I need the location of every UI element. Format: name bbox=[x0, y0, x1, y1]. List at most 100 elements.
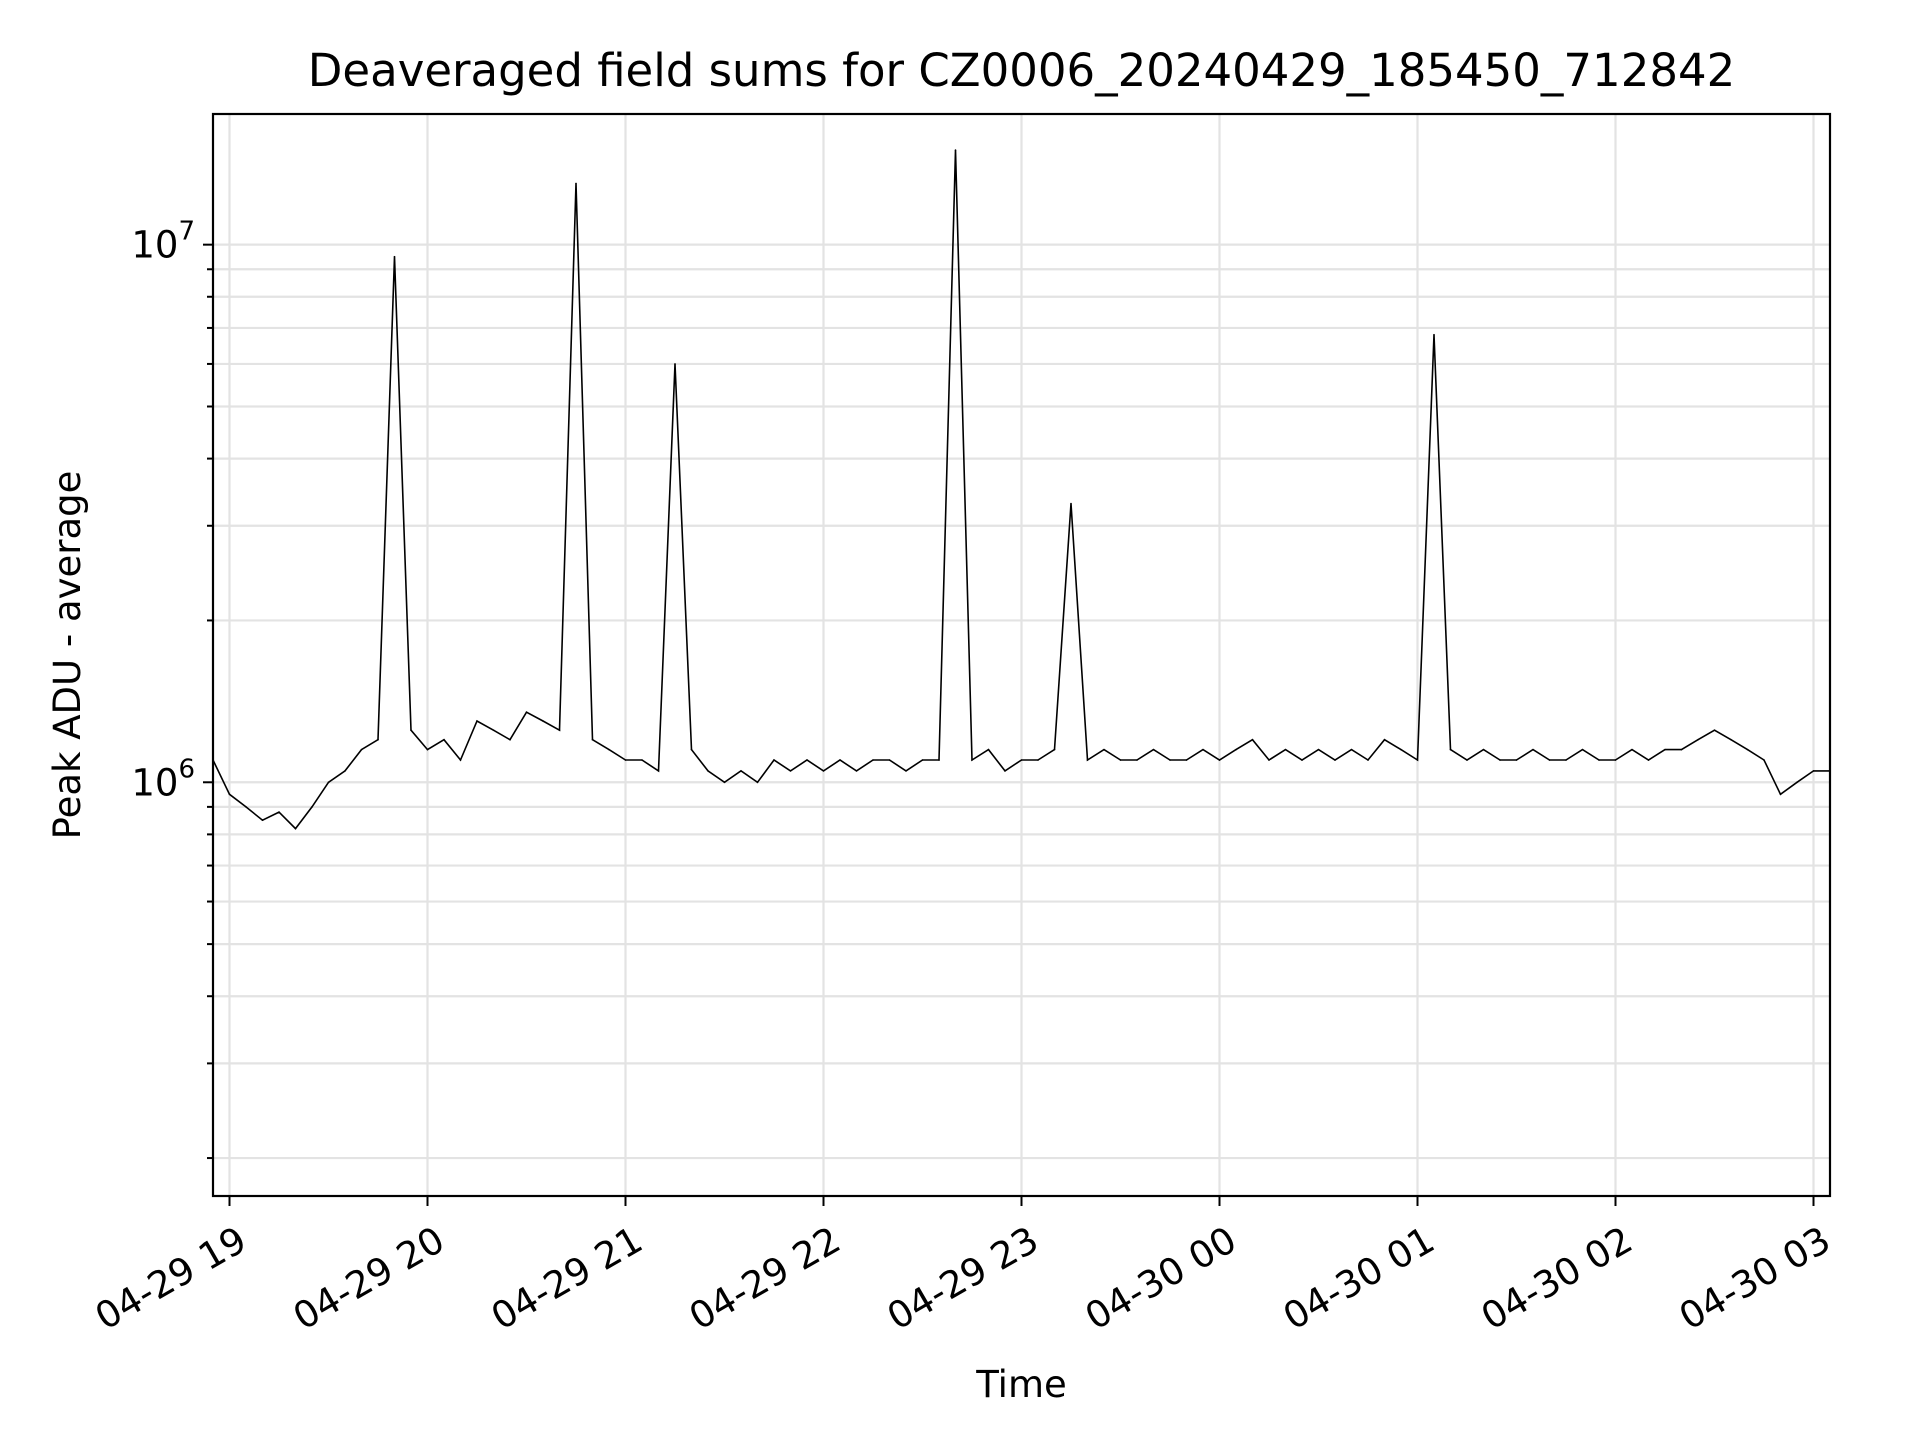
x-tick-label: 04-29 20 bbox=[286, 1218, 452, 1338]
data-point bbox=[1152, 748, 1155, 751]
x-tick-label: 04-30 03 bbox=[1672, 1218, 1838, 1338]
data-point bbox=[839, 759, 841, 761]
chart-title: Deaveraged field sums for CZ0006_2024042… bbox=[308, 44, 1735, 97]
data-point bbox=[1565, 759, 1567, 761]
x-tick-label: 04-29 22 bbox=[682, 1218, 848, 1338]
data-point bbox=[1713, 729, 1716, 731]
data-point bbox=[1103, 748, 1105, 751]
data-point bbox=[1218, 759, 1221, 761]
data-point bbox=[294, 827, 297, 830]
data-point bbox=[608, 748, 610, 751]
data-point bbox=[1763, 759, 1765, 761]
grid bbox=[213, 114, 1830, 1196]
data-point bbox=[1631, 748, 1633, 751]
data-point bbox=[542, 720, 544, 722]
data-point bbox=[921, 759, 924, 761]
y-tick-label-base: 10 bbox=[131, 224, 178, 267]
x-tick-label: 04-30 02 bbox=[1474, 1218, 1640, 1338]
data-point bbox=[492, 729, 495, 731]
data-point bbox=[1647, 759, 1650, 761]
data-point bbox=[1334, 759, 1336, 761]
data-point bbox=[987, 748, 990, 751]
data-point bbox=[228, 793, 231, 796]
data-point bbox=[393, 255, 396, 258]
data-point bbox=[575, 182, 577, 185]
data-point bbox=[1301, 759, 1303, 761]
data-point bbox=[1515, 759, 1518, 761]
data-point bbox=[377, 738, 379, 741]
data-point bbox=[327, 781, 330, 784]
y-tick-label-exponent: 6 bbox=[178, 754, 195, 784]
data-point bbox=[1350, 748, 1353, 751]
data-point bbox=[657, 770, 660, 772]
data-point bbox=[1796, 781, 1798, 784]
y-tick-label-exponent: 7 bbox=[178, 217, 195, 247]
data-point bbox=[1730, 738, 1732, 741]
y-axis-label: Peak ADU - average bbox=[46, 471, 89, 840]
data-point bbox=[624, 759, 627, 761]
data-point bbox=[1598, 759, 1600, 761]
data-point bbox=[1268, 759, 1270, 761]
data-point bbox=[707, 770, 709, 772]
data-point bbox=[938, 759, 940, 761]
data-point bbox=[1053, 748, 1056, 751]
data-point bbox=[1070, 502, 1072, 505]
data-point bbox=[311, 806, 313, 808]
data-point bbox=[278, 811, 280, 813]
data-point bbox=[789, 770, 792, 772]
data-point bbox=[740, 770, 742, 772]
x-tick-label: 04-30 00 bbox=[1078, 1218, 1244, 1338]
data-point bbox=[1317, 748, 1320, 751]
data-point bbox=[1284, 748, 1287, 751]
y-tick-label: 106 bbox=[131, 754, 195, 804]
data-point bbox=[1614, 759, 1617, 761]
data-point bbox=[1779, 793, 1782, 796]
data-point bbox=[1482, 748, 1485, 751]
data-point bbox=[723, 781, 726, 784]
x-tick-label: 04-29 23 bbox=[880, 1218, 1046, 1338]
data-point bbox=[1136, 759, 1138, 761]
data-point bbox=[1251, 738, 1254, 741]
data-point bbox=[1499, 759, 1501, 761]
data-point bbox=[954, 149, 957, 151]
data-point bbox=[1581, 748, 1584, 751]
data-point bbox=[888, 759, 891, 761]
x-tick-label: 04-30 01 bbox=[1276, 1218, 1442, 1338]
data-point bbox=[1449, 748, 1452, 751]
data-point bbox=[1746, 748, 1749, 751]
data-point bbox=[591, 738, 594, 741]
data-point bbox=[971, 759, 973, 761]
data-point bbox=[1697, 738, 1699, 741]
data-point bbox=[1367, 759, 1369, 761]
data-point bbox=[1202, 748, 1204, 751]
data-point bbox=[1169, 759, 1171, 761]
plot-area bbox=[212, 149, 1831, 830]
data-point bbox=[245, 806, 247, 808]
data-point bbox=[476, 720, 478, 722]
data-point bbox=[1812, 770, 1815, 772]
data-point bbox=[1004, 770, 1006, 772]
data-point bbox=[872, 759, 874, 761]
data-point bbox=[773, 759, 775, 761]
data-point bbox=[1383, 738, 1386, 741]
data-point bbox=[1433, 333, 1435, 336]
data-point bbox=[1466, 759, 1468, 761]
data-point bbox=[855, 770, 858, 772]
data-point bbox=[509, 738, 511, 741]
data-point bbox=[1235, 748, 1237, 751]
data-point bbox=[822, 770, 825, 772]
data-point bbox=[756, 781, 759, 784]
data-point bbox=[1119, 759, 1122, 761]
data-point bbox=[806, 759, 808, 761]
x-tick-label: 04-29 21 bbox=[484, 1218, 650, 1338]
y-tick-label-base: 10 bbox=[131, 761, 178, 804]
data-point bbox=[905, 770, 907, 772]
data-point bbox=[1185, 759, 1188, 761]
data-point bbox=[1548, 759, 1551, 761]
data-point bbox=[1037, 759, 1039, 761]
data-point bbox=[1680, 748, 1683, 751]
data-point bbox=[360, 748, 363, 751]
